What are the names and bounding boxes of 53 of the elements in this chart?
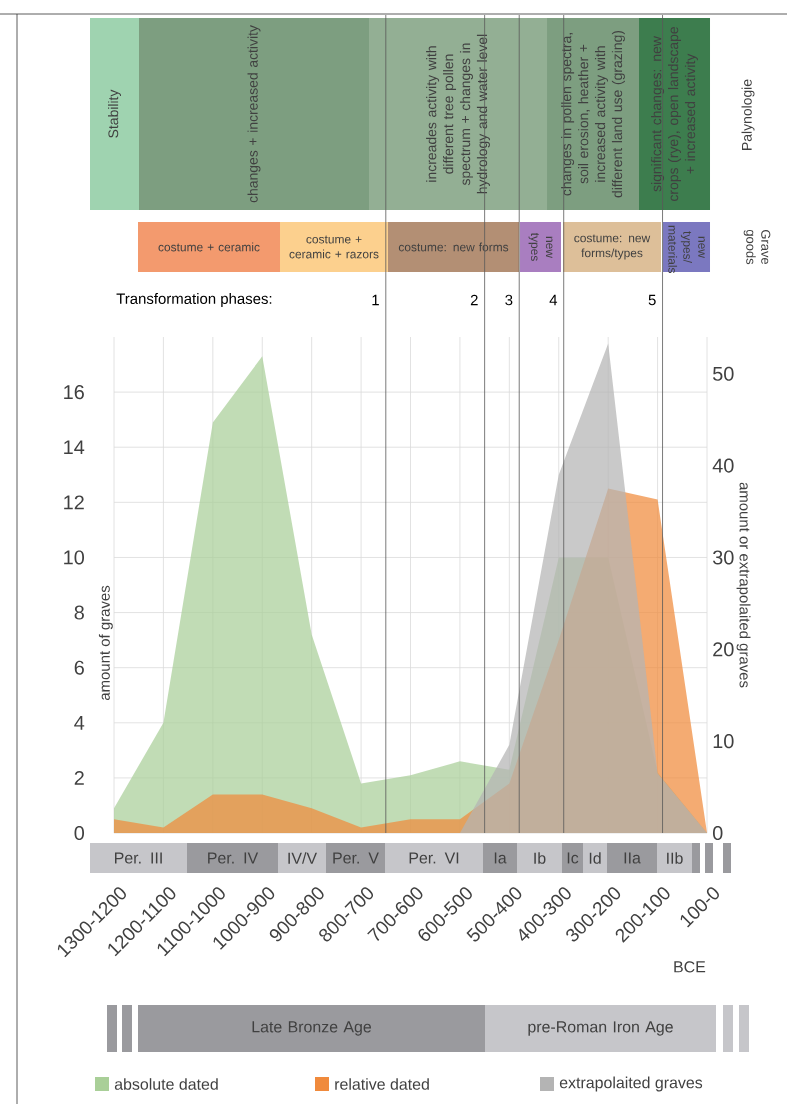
y-tick-label: 2 bbox=[74, 770, 84, 785]
y2-tick-label: 0 bbox=[712, 825, 723, 841]
y2-tick-label: 30 bbox=[712, 550, 734, 565]
text: changes + increased activity bbox=[247, 25, 261, 203]
text: Grave goods bbox=[743, 229, 771, 265]
text: Stability bbox=[108, 89, 121, 138]
x-axis-title: BCE bbox=[674, 961, 706, 973]
text: Ib bbox=[534, 852, 546, 864]
text: Per. III bbox=[115, 852, 162, 864]
text: Ia bbox=[494, 852, 507, 864]
text: changes in pollen spectra, soil erosion, heather + increased activity with different land use (grazing) bbox=[561, 30, 625, 198]
text: increades activity with different tree pollen spectrum + changes in hydrology and water level bbox=[426, 34, 490, 194]
text: new types bbox=[528, 232, 553, 261]
text: Late Bronze Age bbox=[252, 1021, 372, 1036]
legend-label: extrapolaited graves bbox=[559, 1076, 703, 1092]
text: Id bbox=[589, 852, 601, 864]
legend-label: relative dated bbox=[335, 1078, 429, 1090]
y-tick-label: 0 bbox=[74, 825, 85, 841]
text: IV/V bbox=[288, 852, 317, 864]
text: IIa bbox=[624, 852, 641, 864]
y-tick-label: 6 bbox=[74, 660, 84, 675]
text: significant changes: new crops (rye), open landscape + increased activity bbox=[651, 27, 698, 202]
text: IIb bbox=[667, 852, 683, 864]
text: costume + ceramic + razors bbox=[289, 235, 379, 259]
text: Per. V bbox=[333, 852, 379, 864]
text: Per. VI bbox=[409, 852, 459, 864]
text: 1 bbox=[372, 294, 379, 306]
legend-label: absolute dated bbox=[114, 1078, 218, 1090]
y2-tick-label: 20 bbox=[713, 642, 734, 657]
y-tick-label: 16 bbox=[64, 385, 84, 400]
text: costume: new forms bbox=[398, 242, 509, 252]
text: 4 bbox=[549, 294, 558, 306]
text: Transformation phases: bbox=[116, 293, 272, 307]
text: Palynologie bbox=[741, 79, 755, 150]
text: pre-Roman Iron Age bbox=[528, 1021, 673, 1036]
y2-tick-label: 10 bbox=[713, 734, 734, 749]
text: Ic bbox=[567, 852, 579, 864]
y-tick-label: 10 bbox=[64, 550, 85, 565]
y-axis-title: amount of graves bbox=[98, 585, 113, 701]
text: 5 bbox=[648, 294, 656, 306]
y2-tick-label: 50 bbox=[713, 366, 734, 381]
text: costume + ceramic bbox=[158, 242, 260, 252]
y2-axis-title: amount or extrapolaited graves bbox=[736, 482, 751, 688]
text: new types/ materials bbox=[668, 225, 705, 274]
y-tick-label: 12 bbox=[64, 495, 84, 510]
text: 2 bbox=[470, 294, 478, 306]
y2-tick-label: 40 bbox=[712, 458, 734, 473]
y-tick-label: 4 bbox=[74, 715, 85, 730]
text: 3 bbox=[505, 294, 513, 306]
y-tick-label: 8 bbox=[74, 605, 84, 620]
y-tick-label: 14 bbox=[64, 440, 85, 455]
text: Per. IV bbox=[208, 852, 259, 864]
text: costume: new forms/types bbox=[574, 234, 651, 260]
